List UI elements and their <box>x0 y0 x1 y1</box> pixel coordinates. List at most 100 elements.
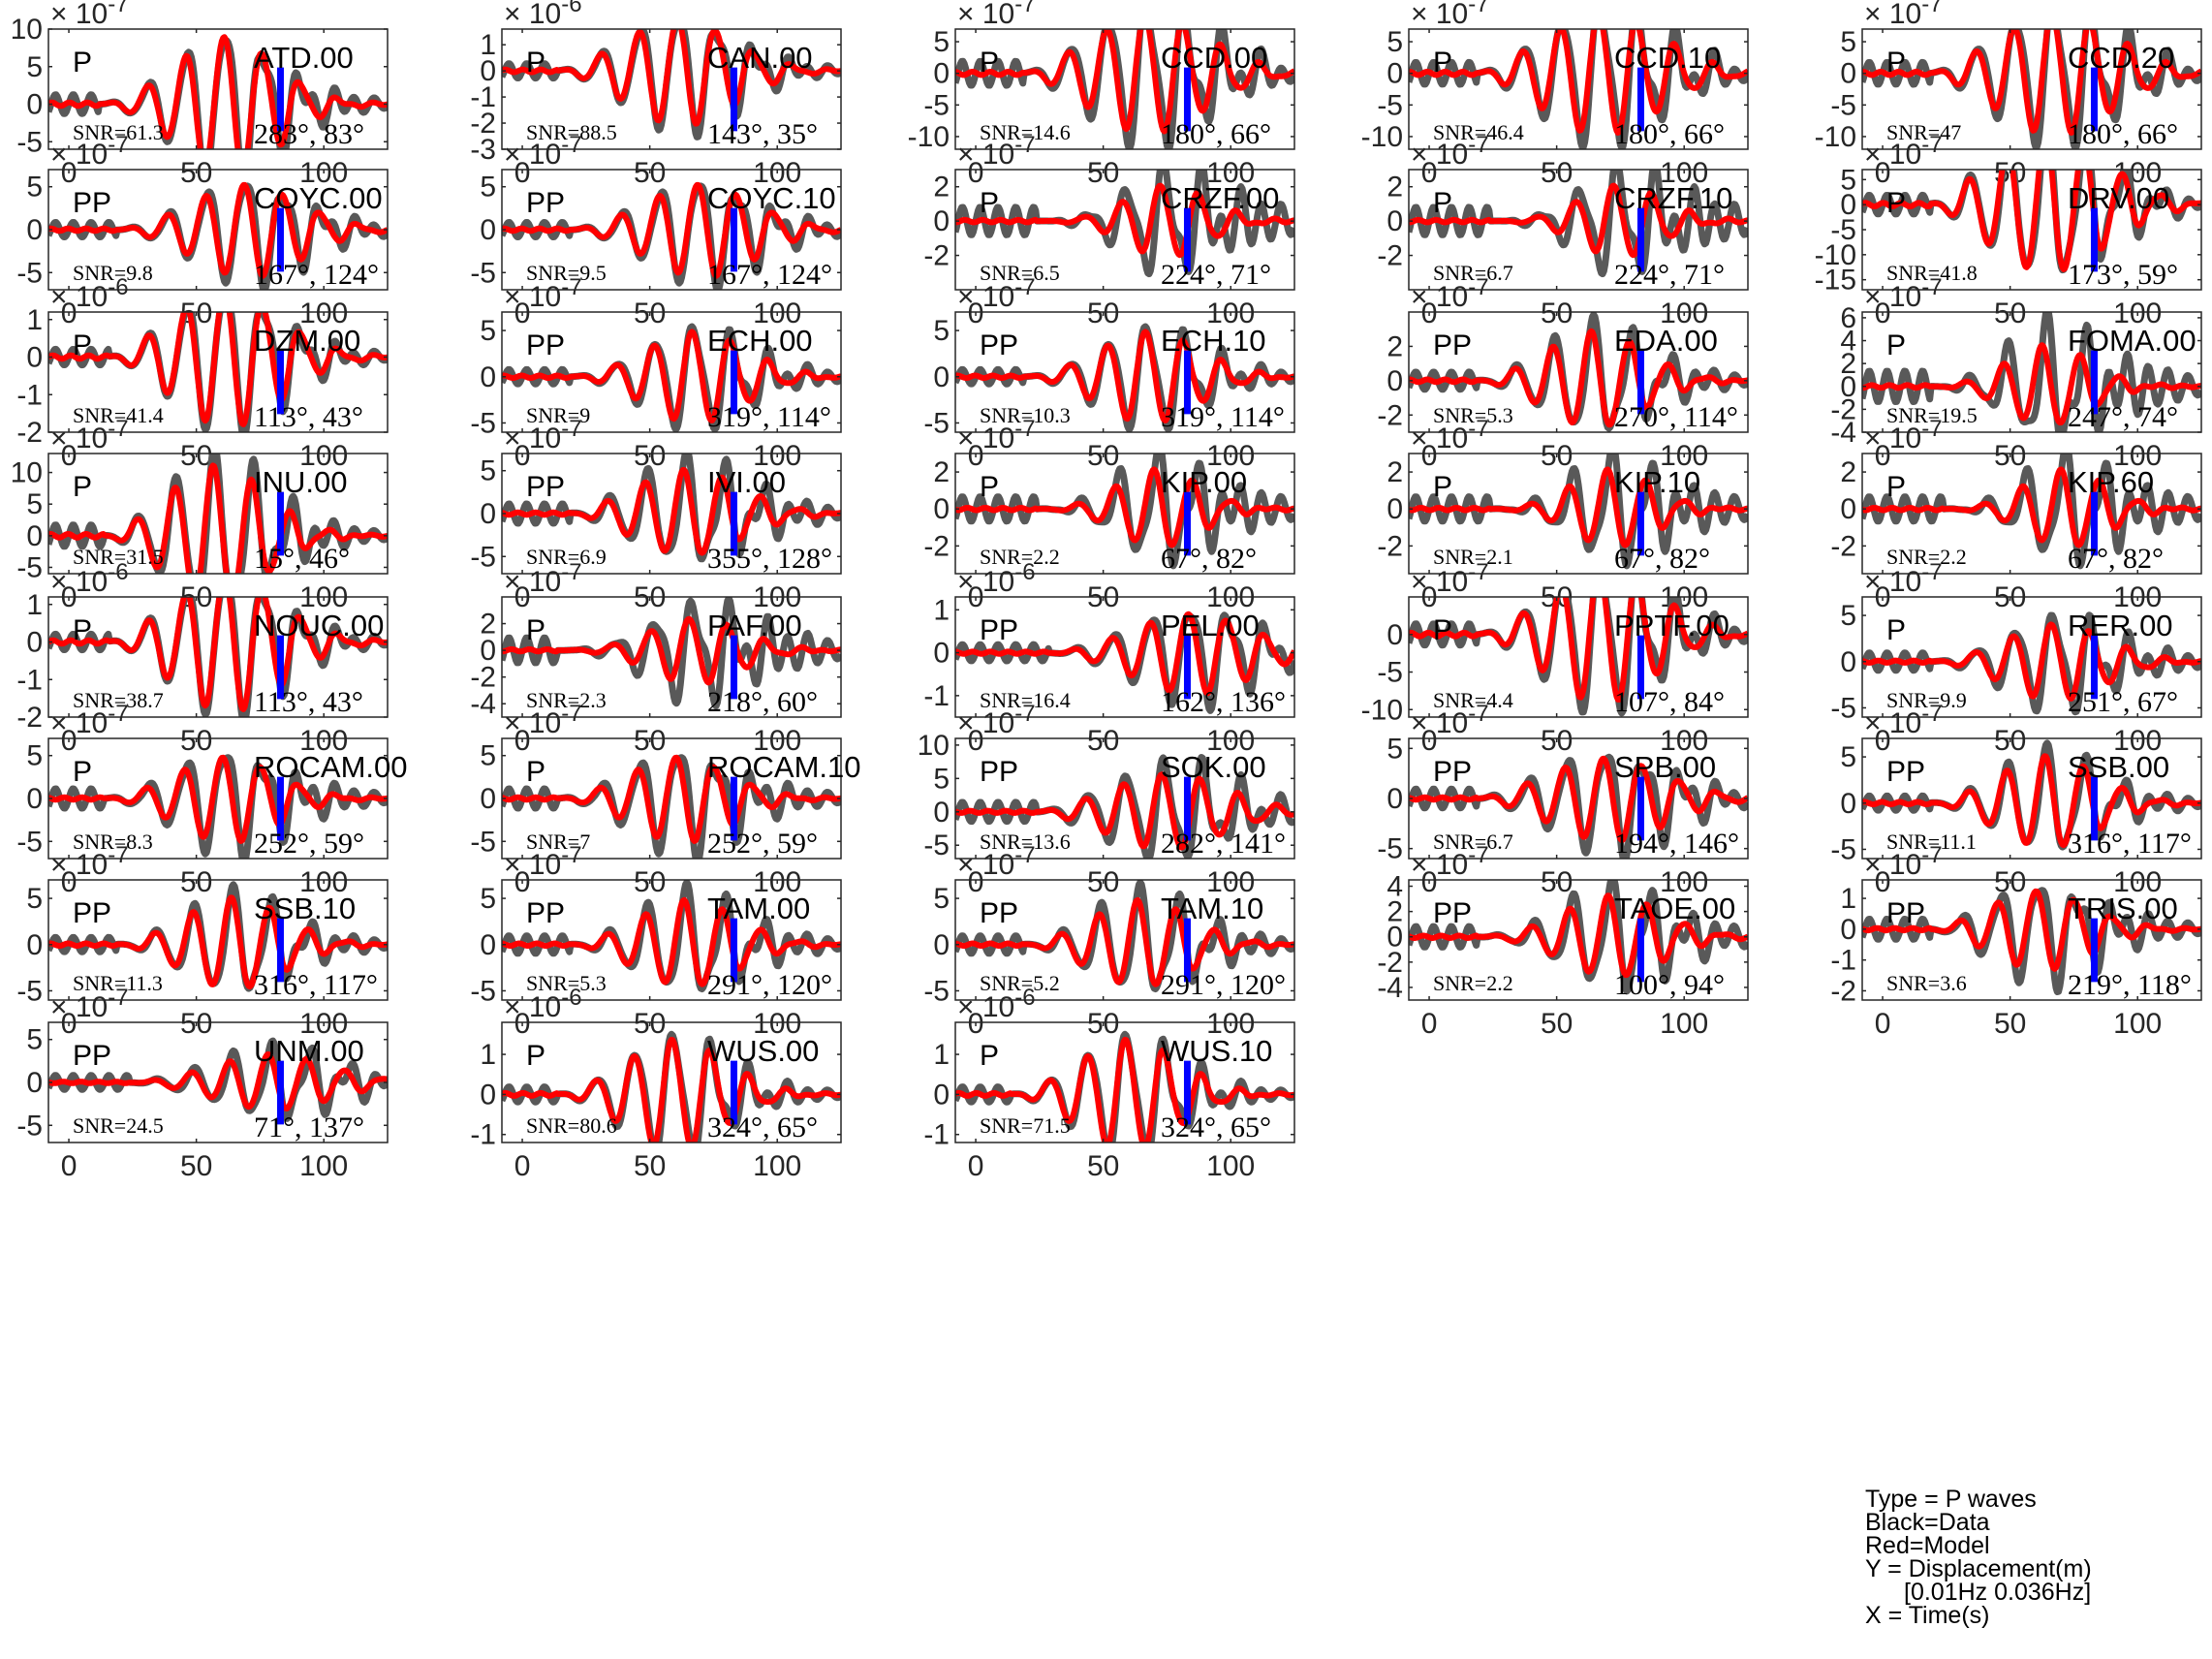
model-trace <box>1862 466 2201 548</box>
y-tick-label: -2 <box>1377 947 1403 979</box>
y-tick-label: 5 <box>933 26 950 58</box>
plot-area <box>955 29 1294 149</box>
azimuth-distance-label: 224°, 71° <box>1614 259 1725 291</box>
y-tick-label: 0 <box>26 1067 43 1099</box>
y-tick-label: 0 <box>26 520 43 552</box>
phase-label: P <box>1886 47 1906 78</box>
axes-frame <box>1408 311 1749 433</box>
y-tick-label: 0 <box>26 783 43 815</box>
station-label: ATD.00 <box>254 41 354 75</box>
y-tick-label: 2 <box>1386 330 1403 362</box>
legend-line: Type = P waves <box>1865 1486 2037 1513</box>
model-trace <box>1409 597 1748 703</box>
axes-frame <box>1861 453 2202 575</box>
y-tick-label: 5 <box>1386 26 1403 58</box>
y-tick-label: -1 <box>16 664 43 696</box>
y-tick-label: -2 <box>1830 975 1856 1007</box>
y-tick-label: -2 <box>923 240 950 272</box>
y-exponent-label: × 10-7 <box>1411 416 1489 454</box>
snr-label: SNR=11.3 <box>73 971 163 995</box>
phase-label: P <box>73 47 92 78</box>
station-label: KIP.00 <box>1161 465 1247 499</box>
station-label: SOK.00 <box>1161 750 1266 784</box>
y-exponent-label: × 10-7 <box>957 842 1036 881</box>
y-tick-label: -10 <box>1815 121 1856 153</box>
phase-label: PP <box>526 329 565 361</box>
phase-label: P <box>526 47 545 78</box>
azimuth-distance-label: 319°, 114° <box>707 401 831 433</box>
y-tick-label: 0 <box>1840 788 1856 820</box>
y-tick-label: 0 <box>933 361 950 393</box>
y-tick-label: 5 <box>26 740 43 772</box>
azimuth-distance-label: 107°, 84° <box>1614 686 1725 718</box>
phase-label: PP <box>1433 897 1472 929</box>
model-trace <box>1862 342 2201 426</box>
model-trace <box>48 181 388 279</box>
azimuth-distance-label: 270°, 114° <box>1614 401 1738 433</box>
y-exponent-label: × 10-6 <box>504 0 582 30</box>
station-label: KIP.10 <box>1614 465 1700 499</box>
station-label: TAM.00 <box>707 892 810 925</box>
plot-area <box>48 312 388 432</box>
plot-area <box>1862 611 2201 716</box>
snr-label: SNR=2.1 <box>1433 545 1513 569</box>
station-label: CRZF.10 <box>1614 181 1732 215</box>
model-trace <box>955 896 1294 987</box>
azimuth-distance-label: 324°, 65° <box>707 1111 818 1143</box>
data-trace <box>1862 312 2201 432</box>
axes-frame <box>501 596 842 718</box>
plot-area <box>502 880 841 992</box>
y-tick-label: 2 <box>1840 348 1856 380</box>
station-label: ECH.10 <box>1161 324 1266 358</box>
azimuth-distance-label: 219°, 118° <box>2068 969 2192 1001</box>
plot-area <box>502 323 841 432</box>
snr-label: SNR=61.3 <box>73 120 164 144</box>
phase-label: P <box>1886 471 1906 503</box>
azimuth-distance-label: 291°, 120° <box>1161 969 1286 1001</box>
y-tick-label: -15 <box>1815 265 1856 297</box>
snr-label: SNR=31.5 <box>73 545 164 569</box>
y-exponent-label: × 10-7 <box>504 416 582 454</box>
y-tick-label: 0 <box>480 55 496 87</box>
model-trace <box>502 329 841 423</box>
x-tick-label: 100 <box>2113 1008 2162 1040</box>
model-trace <box>502 467 841 556</box>
station-label: ROCAM.10 <box>707 750 860 784</box>
axes-frame <box>501 28 842 150</box>
y-exponent-label: × 10-7 <box>957 416 1036 454</box>
snr-label: SNR=5.3 <box>526 971 607 995</box>
phase-label: PP <box>1433 756 1472 788</box>
axes-frame <box>47 311 389 433</box>
model-trace <box>502 896 841 987</box>
axes-frame <box>47 596 389 718</box>
axes-frame <box>954 737 1295 860</box>
azimuth-distance-label: 180°, 66° <box>1614 118 1725 150</box>
y-exponent-label: × 10-6 <box>957 985 1036 1023</box>
azimuth-distance-label: 71°, 137° <box>254 1111 364 1143</box>
y-exponent-label: × 10-7 <box>1864 701 1943 739</box>
snr-label: SNR=2.2 <box>1886 545 1967 569</box>
x-tick-label: 50 <box>634 1150 666 1182</box>
y-tick-label: 0 <box>933 58 950 90</box>
model-trace <box>1409 755 1748 844</box>
legend-line: Red=Model <box>1865 1532 1990 1559</box>
snr-label: SNR=5.2 <box>980 971 1060 995</box>
station-label: CCD.10 <box>1614 41 1721 75</box>
y-tick-label: -5 <box>16 1110 43 1142</box>
plot-area <box>955 1030 1294 1143</box>
y-tick-label: -2 <box>1830 530 1856 562</box>
snr-label: SNR=10.3 <box>980 403 1071 427</box>
y-tick-label: -1 <box>1830 945 1856 977</box>
model-trace <box>1409 29 1748 136</box>
y-tick-label: 0 <box>1386 922 1403 954</box>
model-trace <box>1409 182 1748 259</box>
station-label: ROCAM.00 <box>254 750 407 784</box>
y-tick-label: -5 <box>1377 833 1403 865</box>
snr-label: SNR=16.4 <box>980 688 1071 712</box>
